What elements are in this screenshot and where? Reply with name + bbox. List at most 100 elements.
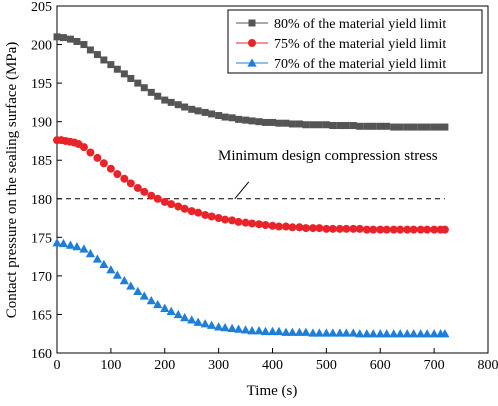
legend-label: 75% of the material yield limit [274,37,446,52]
data-point [93,51,101,59]
data-point [267,326,278,336]
data-point [295,223,304,232]
data-point [93,153,102,162]
data-point [200,319,210,328]
data-point [254,326,264,335]
data-point [247,326,257,335]
data-point [355,224,364,233]
data-point [429,329,439,338]
data-point [167,98,175,106]
data-point [59,34,67,42]
legend-label: 80% of the material yield limit [274,17,446,32]
data-point [255,118,263,126]
data-point [241,218,250,227]
x-tick-label: 700 [424,358,445,373]
data-point [275,119,283,127]
data-point [362,329,372,338]
data-point [221,113,229,121]
data-point [106,265,116,274]
data-point [416,329,426,338]
data-point [403,225,412,234]
data-point [154,92,162,100]
data-point [228,216,237,225]
data-point [147,191,156,200]
data-point [348,328,358,337]
data-point [268,221,277,230]
data-point [314,328,324,337]
data-point [395,329,405,338]
data-point [161,96,169,104]
data-point [65,240,76,249]
y-tick-label: 170 [31,270,52,285]
data-point [193,317,203,326]
data-point [315,224,324,233]
annotation-pointer [234,181,250,200]
data-point [214,214,223,223]
data-point [437,123,445,131]
data-point [356,122,364,130]
data-point [269,118,276,126]
data-point [73,37,81,45]
data-point [396,123,404,131]
data-point [382,329,392,338]
data-point [227,323,237,333]
data-point [423,225,432,234]
data-point [120,174,129,183]
y-tick-label: 185 [31,154,52,169]
data-point [180,204,189,213]
data-point [113,170,122,179]
data-point [208,110,216,118]
data-point [308,224,317,233]
data-point [112,270,122,279]
data-point [160,303,170,312]
data-point [79,244,89,253]
series-3 [52,238,450,338]
data-point [409,225,418,234]
data-point [261,118,269,126]
data-point [260,326,271,336]
data-point [295,120,303,128]
data-point [86,46,94,54]
data-point [369,122,377,130]
reference-line-label: Minimum design compression stress [218,148,438,164]
data-point [287,327,298,336]
series-2 [53,136,449,234]
data-point [146,295,156,305]
data-point [66,35,74,43]
data-point [349,224,358,233]
y-tick-label: 205 [31,0,52,15]
data-point [281,327,291,336]
data-point [99,159,108,168]
data-point [207,320,217,329]
data-point [336,122,344,130]
data-point [53,33,61,41]
data-point [201,108,209,116]
data-point [363,122,371,130]
data-point [140,84,148,92]
data-point [181,103,189,111]
x-tick-label: 800 [478,358,498,373]
series-group [52,33,450,338]
data-point [382,225,391,234]
data-point [322,121,330,129]
data-point [288,223,297,232]
data-point [440,329,450,338]
data-point [134,79,142,87]
data-point [416,225,425,234]
data-point [302,121,310,129]
data-point [328,224,337,233]
x-tick-label: 400 [262,358,283,373]
data-point [240,325,251,334]
data-point [233,324,244,333]
data-point [194,107,202,115]
data-point [342,224,351,233]
data-point [322,224,331,233]
series-1 [53,33,449,131]
data-point [383,122,391,130]
data-point [288,120,296,128]
data-point [403,123,411,131]
data-point [80,41,88,49]
data-point [422,329,432,338]
data-point [274,222,283,231]
